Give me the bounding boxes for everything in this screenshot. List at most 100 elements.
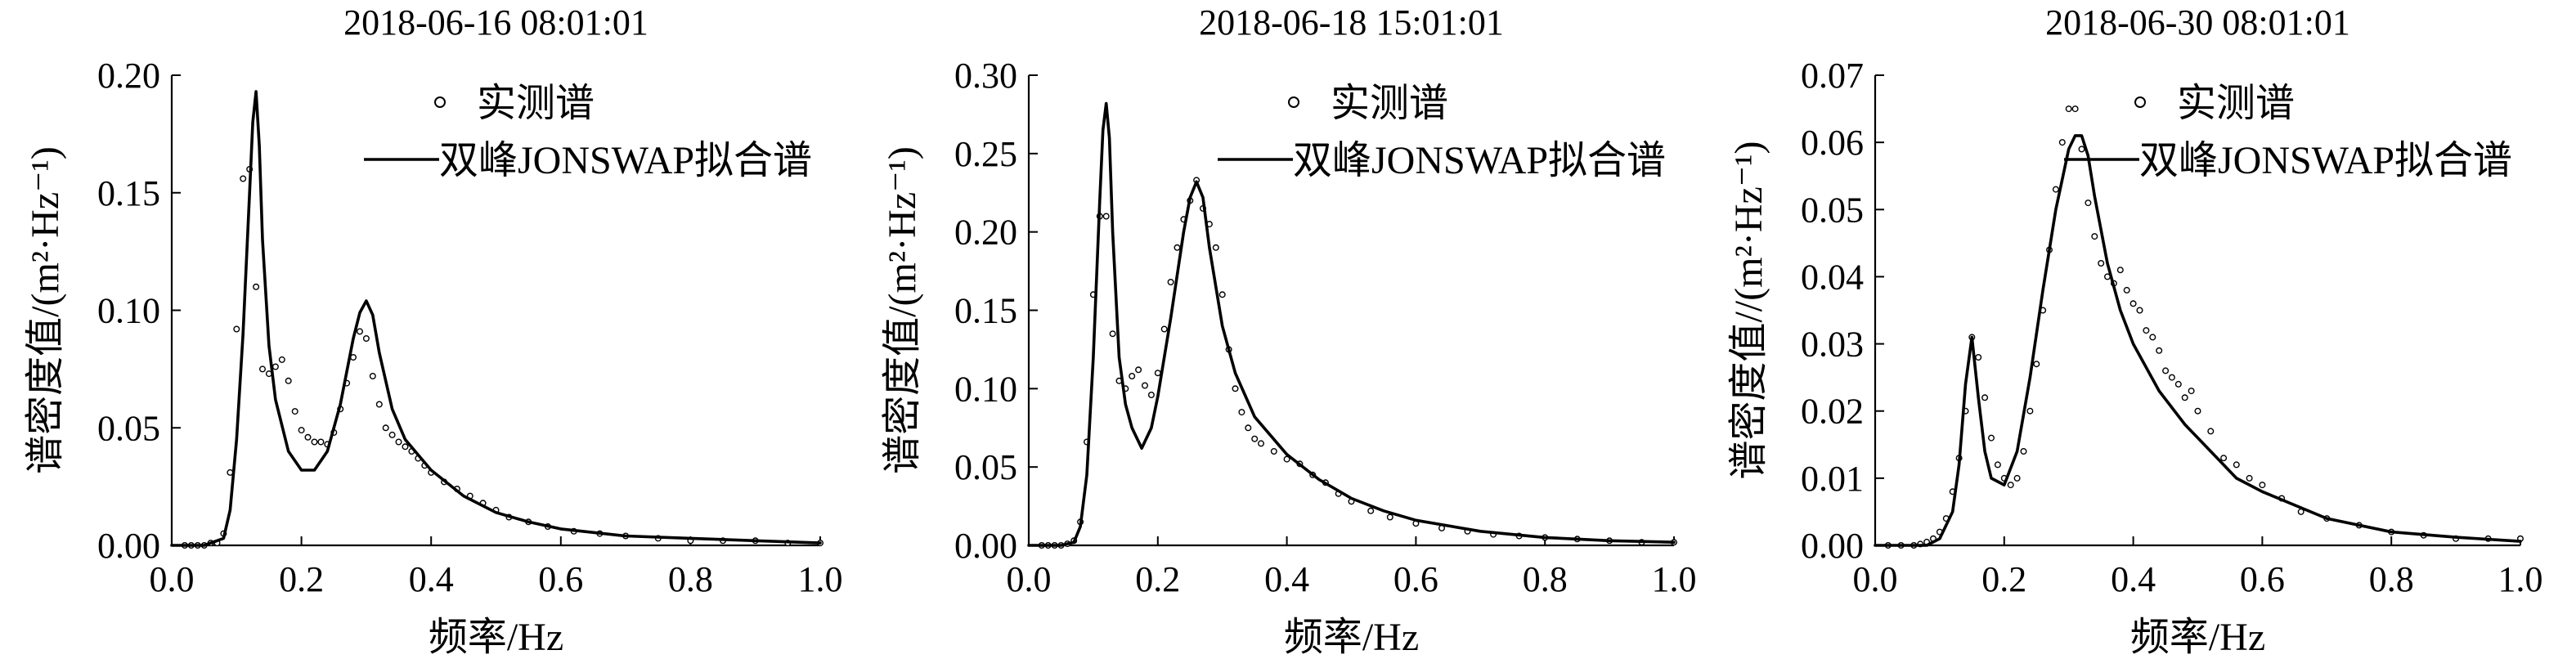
data-point [2033, 361, 2040, 368]
data-point [2058, 139, 2066, 146]
data-point [1160, 325, 1168, 333]
x-tick-label: 0.6 [538, 559, 583, 599]
y-axis-label: 谱密度值/(m²·Hz⁻¹) [24, 146, 67, 474]
chart-panel-1: 2018-06-16 08:01:01 0.00 0.05 0.10 0.15 0.20 0… [24, 2, 842, 659]
y-tick-label: 0.05 [97, 408, 160, 448]
y-tick-label: 0.15 [97, 173, 160, 213]
data-point [2188, 388, 2195, 395]
legend-marker-circle [1288, 96, 1299, 108]
x-tick-label: 0.4 [1264, 559, 1309, 599]
data-point [1238, 409, 1245, 416]
series-measured-spectrum [1038, 177, 1677, 549]
chart-title: 2018-06-30 08:01:01 [2045, 2, 2350, 43]
x-tick-label: 0.4 [2111, 559, 2156, 599]
data-point [259, 365, 267, 373]
data-point [402, 443, 409, 451]
y-tick-label: 0.06 [1801, 123, 1864, 163]
data-point [1386, 513, 1393, 521]
data-point [2162, 367, 2170, 374]
data-point [1167, 279, 1174, 286]
data-point [233, 325, 240, 333]
x-tick-label: 0.4 [409, 559, 454, 599]
x-axis-label: 频率/Hz [2130, 616, 2265, 659]
data-point [2220, 455, 2228, 462]
data-point [1129, 373, 1136, 380]
data-point [1981, 394, 1989, 401]
y-tick-label: 0.02 [1801, 392, 1864, 432]
data-point [1251, 435, 1259, 442]
data-point [1270, 448, 1277, 455]
legend-label-fitted: 双峰JONSWAP拟合谱 [2139, 139, 2512, 182]
y-tick-label: 0.07 [1801, 56, 1864, 96]
data-point [388, 431, 396, 438]
x-tick-label: 0.0 [1853, 559, 1898, 599]
data-point [1975, 354, 1982, 361]
x-tick-label: 1.0 [798, 559, 843, 599]
chart-title: 2018-06-16 08:01:01 [343, 2, 648, 43]
data-point [2052, 186, 2059, 193]
data-point [2246, 474, 2253, 482]
data-point [2194, 407, 2201, 415]
data-point [2013, 474, 2021, 482]
x-tick-label: 0.0 [150, 559, 195, 599]
x-tick-label: 0.8 [1523, 559, 1568, 599]
y-tick-label: 0.30 [954, 56, 1017, 96]
y-tick-label: 0.05 [954, 447, 1017, 487]
data-point [2233, 461, 2240, 468]
y-tick-label: 0.05 [1801, 190, 1864, 230]
data-point [2149, 334, 2156, 341]
data-point [2174, 380, 2182, 388]
data-point [1987, 434, 1995, 442]
data-point [1245, 424, 1252, 432]
data-point [1141, 382, 1148, 389]
data-point [1367, 507, 1375, 514]
legend-marker-circle [434, 96, 446, 108]
data-point [2026, 407, 2034, 415]
y-tick-label: 0.03 [1801, 325, 1864, 365]
y-axis-label: 谱密度值//(m²·Hz⁻¹) [1727, 141, 1770, 479]
data-point [240, 175, 247, 182]
data-point [2007, 482, 2014, 489]
data-point [1174, 244, 1181, 251]
data-point [362, 335, 370, 343]
legend-label-measured: 实测谱 [1331, 82, 1448, 125]
data-point [2116, 267, 2124, 274]
legend-label-fitted: 双峰JONSWAP拟合谱 [1293, 139, 1666, 182]
data-point [2065, 105, 2072, 113]
series-measured-spectrum [181, 165, 824, 549]
data-point [1232, 385, 1239, 392]
y-tick-label: 0.10 [954, 369, 1017, 409]
series-line-fitted-spectrum [1027, 101, 1676, 547]
data-point [2078, 146, 2085, 153]
data-point [272, 363, 279, 370]
data-point [382, 424, 389, 432]
legend-marker-circle [2134, 96, 2146, 108]
x-tick-label: 0.8 [2369, 559, 2414, 599]
x-axis-label: 频率/Hz [429, 616, 563, 659]
data-point [291, 408, 298, 415]
x-tick-label: 0.6 [2240, 559, 2285, 599]
y-tick-label: 0.00 [97, 526, 160, 566]
series-line-fitted-spectrum [170, 90, 822, 547]
data-point [2071, 105, 2079, 113]
data-point [2168, 374, 2175, 381]
y-tick-label: 0.04 [1801, 257, 1864, 297]
x-tick-label: 0.2 [1135, 559, 1180, 599]
data-point [1154, 370, 1161, 377]
y-tick-label: 0.25 [954, 134, 1017, 174]
y-tick-label: 0.00 [1801, 526, 1864, 566]
data-point [285, 377, 292, 384]
data-point [369, 373, 376, 380]
data-point [2129, 300, 2137, 307]
series-measured-spectrum [1884, 105, 2524, 549]
data-point [395, 438, 402, 446]
x-tick-label: 0.6 [1393, 559, 1438, 599]
x-tick-label: 0.8 [668, 559, 713, 599]
y-tick-label: 0.20 [97, 56, 160, 96]
data-point [2136, 307, 2143, 314]
data-point [1994, 461, 2001, 468]
data-point [311, 438, 318, 446]
